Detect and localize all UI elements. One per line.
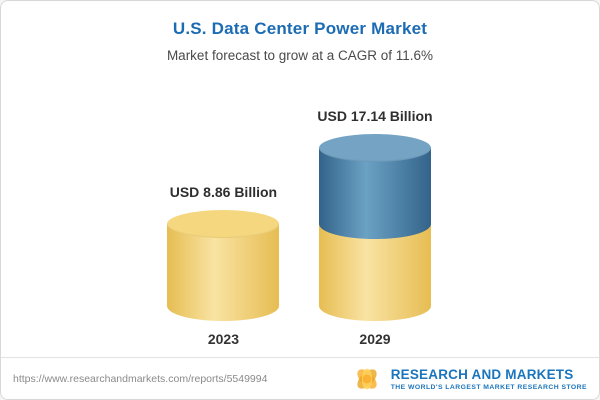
brand-logo[interactable]: RESEARCH AND MARKETS THE WORLD'S LARGEST… bbox=[351, 363, 587, 395]
chart-header: U.S. Data Center Power Market Market for… bbox=[1, 1, 599, 63]
cylinder-segment-growth bbox=[319, 134, 431, 239]
brand-name: RESEARCH AND MARKETS bbox=[390, 366, 574, 382]
cylinder-segment-base bbox=[319, 224, 431, 321]
chart-title: U.S. Data Center Power Market bbox=[172, 19, 428, 38]
cylinder-top-cap bbox=[319, 134, 431, 162]
chart-subtitle: Market forecast to grow at a CAGR of 11.… bbox=[166, 48, 434, 63]
brand-text-block: RESEARCH AND MARKETS THE WORLD'S LARGEST… bbox=[391, 367, 587, 391]
bar-column-2029: USD 17.14 Billion 2029 bbox=[317, 108, 432, 347]
cylinder-top-cap bbox=[167, 210, 280, 238]
research-and-markets-logo-icon bbox=[357, 368, 377, 389]
value-label-2023: USD 8.86 Billion bbox=[169, 184, 278, 200]
value-label-2029: USD 17.14 Billion bbox=[317, 108, 433, 124]
footer: https://www.researchandmarkets.com/repor… bbox=[1, 357, 599, 399]
cylinder-bar-2023 bbox=[167, 210, 280, 321]
bar-chart: USD 8.86 Billion 2023 USD 17.14 Billion … bbox=[1, 108, 599, 347]
category-label-2023: 2023 bbox=[207, 331, 239, 347]
brand-tagline: THE WORLD'S LARGEST MARKET RESEARCH STOR… bbox=[390, 383, 587, 391]
bar-column-2023: USD 8.86 Billion 2023 bbox=[167, 184, 280, 347]
report-url-link[interactable]: https://www.researchandmarkets.com/repor… bbox=[13, 372, 268, 385]
category-label-2029: 2029 bbox=[359, 331, 391, 347]
stacked-cylinder-2029 bbox=[319, 134, 431, 321]
